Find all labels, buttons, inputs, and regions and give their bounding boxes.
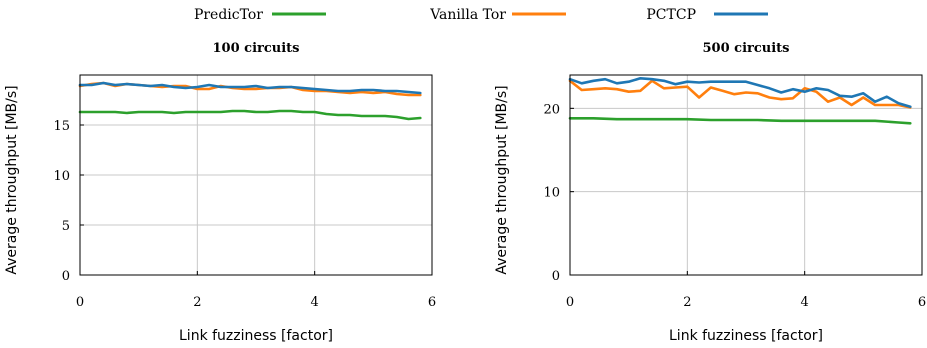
legend: PredicTor Vanilla Tor PCTCP [194,7,768,23]
series-line-vanilla-tor [568,79,912,109]
series-line-pctcp [568,77,912,108]
y-tick-label: 5 [62,219,70,234]
y-tick-label: 15 [53,119,70,134]
legend-label: PredicTor [194,7,263,23]
y-axis-title: Average throughput [MB/s] [494,85,510,274]
y-tick-label: 0 [62,269,70,284]
x-tick-label: 0 [76,295,84,310]
chart-500-circuits: 0 2 4 6 0 10 20 500 circuits Link fuzziness [fac… [494,41,926,344]
x-tick-label: 4 [801,295,809,310]
x-axis-title: Link fuzziness [factor] [179,328,333,344]
y-tick-label: 20 [543,102,560,117]
x-tick-label: 6 [918,295,926,310]
series-line-pctcp [78,81,422,95]
x-tick-label: 0 [566,295,574,310]
chart-100-circuits: 0 2 4 6 0 5 10 15 100 circuits Link fuzziness [fa… [4,41,436,344]
panel-title: 500 circuits [703,41,790,56]
x-tick-label: 4 [311,295,319,310]
x-tick-label: 2 [193,295,201,310]
y-tick-label: 0 [552,269,560,284]
y-tick-label: 10 [543,186,560,201]
x-tick-label: 2 [683,295,691,310]
series-line-predictor [568,117,912,125]
x-axis-title: Link fuzziness [factor] [669,328,823,344]
plot-frame [569,74,923,276]
y-tick-label: 10 [53,169,70,184]
x-tick-label: 6 [428,295,436,310]
panel-title: 100 circuits [213,41,300,56]
y-axis-title: Average throughput [MB/s] [4,85,20,274]
series-line-predictor [78,109,422,121]
legend-label: Vanilla Tor [429,7,506,23]
legend-label: PCTCP [646,7,696,23]
